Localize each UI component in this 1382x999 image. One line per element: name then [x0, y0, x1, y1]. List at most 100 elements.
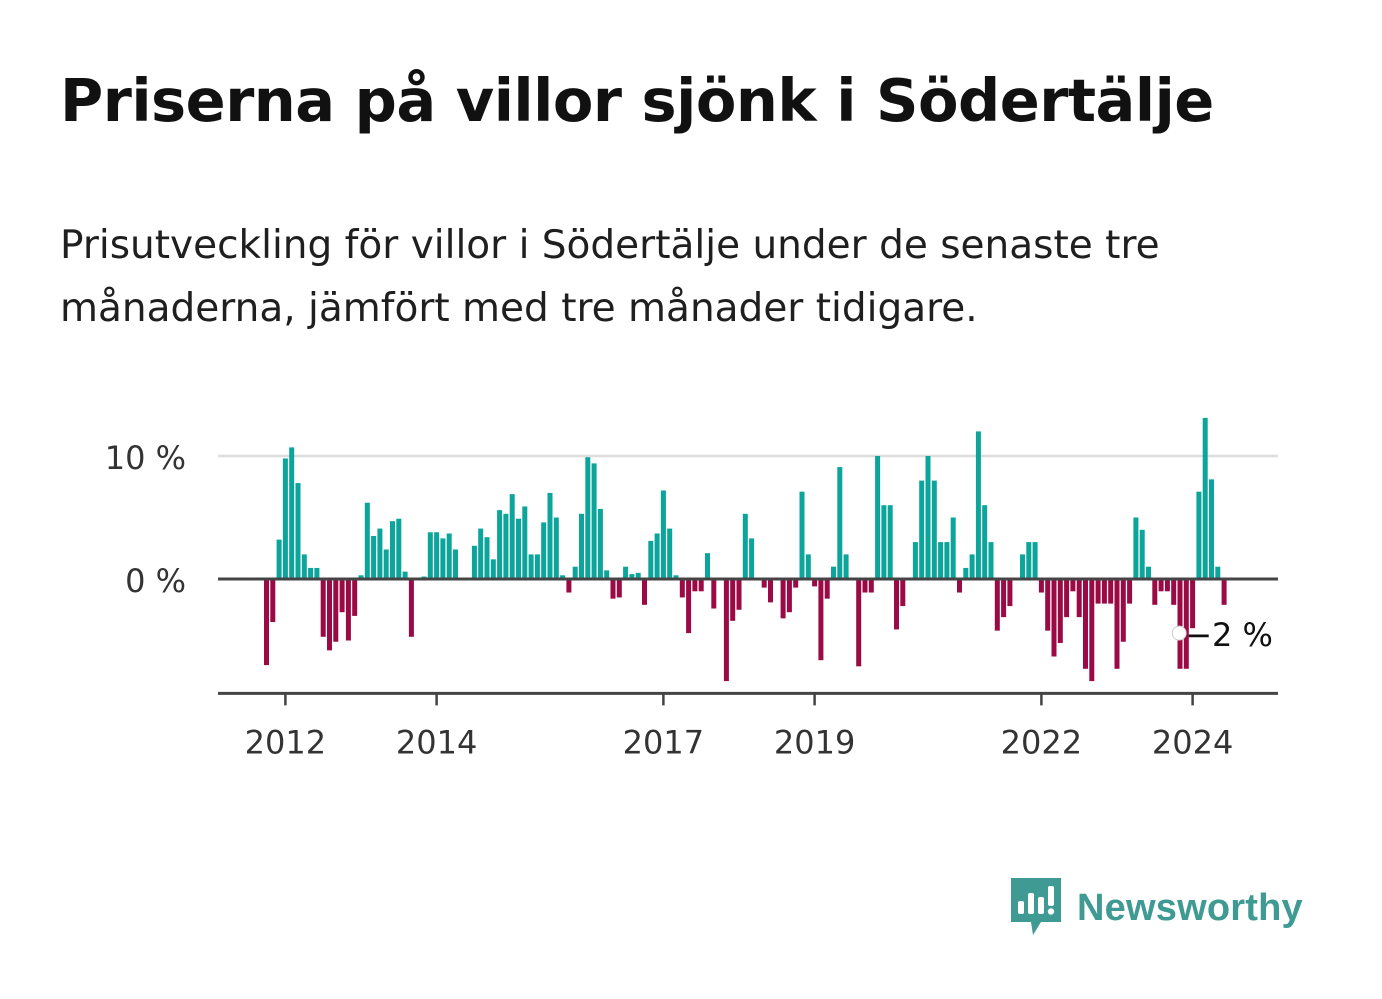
brand-name: Newsworthy	[1077, 886, 1303, 929]
bar-positive	[831, 566, 836, 579]
bar-negative	[824, 579, 830, 599]
bar-negative	[339, 579, 345, 613]
bar-negative	[900, 579, 906, 607]
bar-positive	[522, 506, 528, 579]
bar-positive	[503, 513, 509, 579]
chart-subtitle: Prisutveckling för villor i Södertälje u…	[60, 223, 1160, 331]
bar-positive	[560, 575, 566, 579]
x-tick-label: 2012	[245, 723, 326, 761]
bar-positive	[314, 567, 320, 579]
bar-negative	[320, 579, 326, 637]
bar-negative	[1158, 579, 1164, 592]
bar-negative	[1108, 579, 1114, 604]
bar-positive	[541, 522, 547, 579]
x-tick-label: 2017	[623, 723, 704, 761]
bar-positive	[931, 480, 937, 579]
bar-negative	[786, 579, 792, 613]
bar-negative	[856, 579, 862, 667]
bar-negative	[642, 579, 647, 605]
bar-positive	[1196, 491, 1202, 579]
bar-positive	[553, 517, 559, 579]
bar-positive	[887, 505, 893, 579]
bar-negative	[818, 579, 824, 661]
bar-positive	[295, 483, 301, 579]
chart-title: Priserna på villor sjönk i Södertälje	[60, 66, 1214, 135]
bar-positive	[446, 533, 452, 579]
bar-negative	[679, 579, 685, 598]
bar-negative	[1114, 579, 1120, 669]
bar-negative	[698, 579, 704, 592]
bar-positive	[282, 458, 288, 579]
bar-positive	[1139, 529, 1145, 579]
bar-positive	[516, 518, 521, 579]
newsworthy-logo[interactable]: Newsworthy	[1011, 878, 1303, 938]
bar-negative	[761, 579, 767, 588]
bar-positive	[988, 542, 994, 579]
bar-negative	[812, 579, 818, 587]
bar-positive	[434, 532, 440, 579]
bar-positive	[635, 572, 641, 579]
bar-positive	[579, 513, 584, 579]
bar-negative	[793, 579, 799, 588]
bar-positive	[660, 490, 666, 579]
bar-positive	[289, 447, 295, 579]
bar-negative	[1038, 579, 1044, 593]
bar-negative	[566, 579, 572, 593]
bar-positive	[604, 570, 610, 579]
bar-positive	[597, 508, 603, 579]
x-tick-label: 2024	[1152, 723, 1233, 761]
bar-positive	[591, 463, 597, 579]
bar-positive	[471, 545, 477, 579]
bar-negative	[1064, 579, 1070, 618]
bar-negative	[264, 579, 269, 666]
bar-positive	[440, 538, 446, 579]
bar-positive	[1026, 542, 1032, 579]
bar-positive	[975, 431, 981, 579]
bar-positive	[623, 566, 629, 579]
bar-negative	[610, 579, 616, 599]
bar-positive	[843, 554, 849, 579]
bar-positive	[364, 502, 370, 579]
bar-positive	[1020, 554, 1025, 579]
bar-negative	[1101, 579, 1107, 604]
bar-positive	[799, 491, 805, 579]
bar-positive	[837, 467, 843, 579]
bar-positive	[453, 549, 458, 579]
bar-positive	[950, 517, 956, 579]
bar-positive	[427, 532, 433, 579]
bars	[264, 417, 1227, 682]
x-tick-label: 2019	[774, 723, 855, 761]
bar-negative	[352, 579, 358, 616]
bar-positive	[919, 480, 925, 579]
bar-positive	[875, 456, 881, 579]
bar-negative	[1171, 579, 1177, 605]
bar-negative	[723, 579, 729, 682]
bar-positive	[805, 554, 811, 579]
bar-negative	[868, 579, 874, 593]
bar-positive	[497, 510, 503, 579]
bar-positive	[881, 505, 887, 579]
bar-negative	[1057, 579, 1063, 643]
bar-positive	[547, 492, 553, 579]
bar-positive	[1032, 542, 1038, 579]
bar-negative	[1177, 579, 1183, 669]
bar-negative	[894, 579, 899, 630]
bar-negative	[1183, 579, 1189, 669]
bar-positive	[648, 540, 654, 579]
bar-positive	[912, 542, 918, 579]
bar-negative	[1095, 579, 1101, 604]
y-axis-labels: 10 % 0 %	[105, 439, 186, 600]
bar-negative	[1045, 579, 1051, 631]
bar-positive	[509, 494, 515, 579]
bar-negative	[730, 579, 736, 621]
annotation-label: −2 %	[1185, 616, 1273, 654]
bar-positive	[742, 513, 748, 579]
bar-negative	[692, 579, 698, 592]
x-tick-label: 2014	[396, 723, 477, 761]
bar-positive	[1133, 517, 1139, 579]
bar-positive	[925, 456, 931, 579]
bar-positive	[390, 521, 395, 579]
bar-negative	[768, 579, 773, 603]
bar-negative	[686, 579, 692, 634]
bar-positive	[1215, 566, 1221, 579]
